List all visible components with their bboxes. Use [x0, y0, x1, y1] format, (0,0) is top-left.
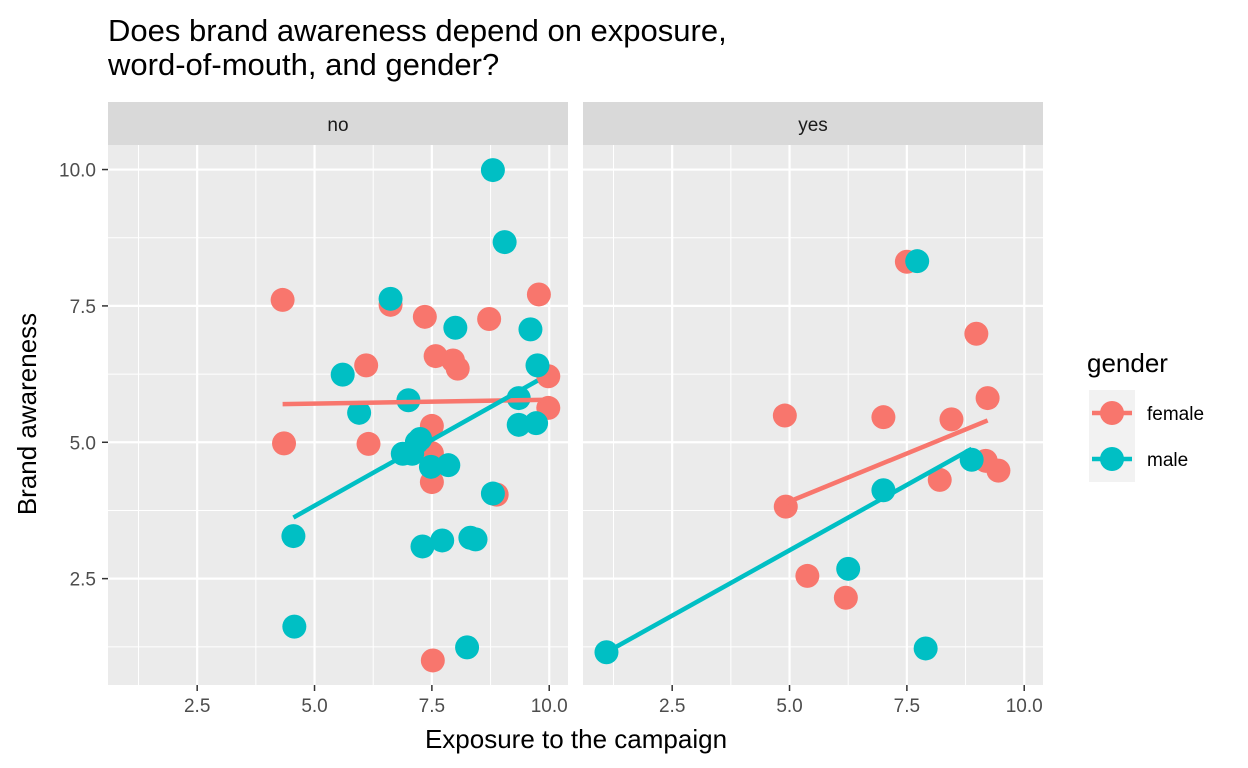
legend-label-female: female	[1147, 404, 1204, 425]
data-point	[445, 356, 470, 381]
facet-panel-yes: yes 2.5 5.0 7.5 10.0	[583, 102, 1043, 717]
data-point	[480, 481, 505, 506]
fit-line-male	[605, 446, 973, 655]
facet-panel-no: no 2.5 5.0 7.5 10.0	[108, 102, 568, 717]
data-point	[939, 407, 964, 432]
x-tick-label: 2.5	[184, 696, 210, 717]
y-tick-label: 5.0	[70, 433, 96, 454]
facet-strip-label: yes	[798, 115, 828, 136]
x-tick-label: 2.5	[659, 696, 685, 717]
chart-title-line-2: word-of-mouth, and gender?	[107, 47, 499, 82]
data-point	[272, 431, 297, 456]
data-point	[833, 585, 858, 610]
legend-label-male: male	[1147, 450, 1188, 471]
data-point	[378, 286, 403, 311]
facet-strip	[583, 102, 1043, 145]
data-point	[526, 282, 551, 307]
data-point	[836, 556, 861, 581]
facet-strip	[108, 102, 568, 145]
data-point	[347, 400, 372, 425]
data-point	[412, 304, 437, 329]
data-point	[795, 563, 820, 588]
data-point	[477, 307, 502, 331]
legend-key-point	[1100, 401, 1124, 425]
data-point	[524, 411, 549, 436]
series-female	[772, 249, 1011, 610]
panel-background	[583, 145, 1043, 685]
data-point	[518, 317, 543, 342]
x-axis-title: Exposure to the campaign	[425, 724, 727, 754]
legend-title: gender	[1087, 348, 1168, 378]
data-point	[410, 534, 435, 559]
panel-background	[108, 145, 568, 685]
data-point	[772, 403, 797, 428]
data-point	[905, 249, 930, 274]
data-point	[281, 524, 306, 549]
data-point	[356, 431, 381, 456]
data-point	[463, 527, 488, 552]
y-tick-label: 7.5	[70, 297, 96, 318]
data-point	[913, 636, 938, 661]
data-point	[420, 648, 445, 673]
series-male	[594, 249, 984, 665]
y-axis: 2.5 5.0 7.5 10.0	[59, 161, 108, 591]
data-point	[871, 405, 896, 430]
x-tick-label: 7.5	[419, 696, 445, 717]
chart-title: Does brand awareness depend on exposure,…	[107, 13, 727, 82]
x-tick-label: 10.0	[531, 696, 568, 717]
data-point	[354, 353, 379, 378]
data-point	[330, 362, 355, 387]
data-point	[975, 386, 1000, 411]
facet-strip-label: no	[327, 115, 348, 136]
facet-panels: no 2.5 5.0 7.5 10.0 yes 2.5 5.0 7.5 10.0	[108, 102, 1043, 717]
data-point	[986, 458, 1011, 483]
fit-line-male	[292, 378, 539, 520]
data-point	[492, 230, 517, 255]
data-point	[270, 287, 295, 312]
data-point	[964, 321, 989, 346]
legend-key-point	[1100, 447, 1124, 471]
series-male	[281, 158, 550, 660]
data-point	[282, 614, 307, 639]
data-point	[436, 453, 461, 478]
fit-line-female	[783, 418, 989, 506]
data-point	[443, 315, 468, 340]
x-tick-label: 5.0	[776, 696, 802, 717]
data-point	[430, 528, 455, 553]
data-point	[525, 353, 550, 378]
data-point	[506, 412, 531, 437]
y-tick-label: 2.5	[70, 570, 96, 591]
legend: gender female male	[1087, 348, 1204, 482]
data-point	[480, 158, 505, 183]
y-tick-label: 10.0	[59, 161, 96, 182]
data-point	[927, 467, 952, 492]
x-tick-label: 5.0	[301, 696, 327, 717]
x-tick-label: 7.5	[894, 696, 920, 717]
data-point	[455, 635, 480, 660]
x-tick-label: 10.0	[1006, 696, 1043, 717]
y-axis-title: Brand awareness	[12, 313, 42, 515]
chart-title-line-1: Does brand awareness depend on exposure,	[108, 13, 727, 48]
data-point	[418, 454, 443, 479]
